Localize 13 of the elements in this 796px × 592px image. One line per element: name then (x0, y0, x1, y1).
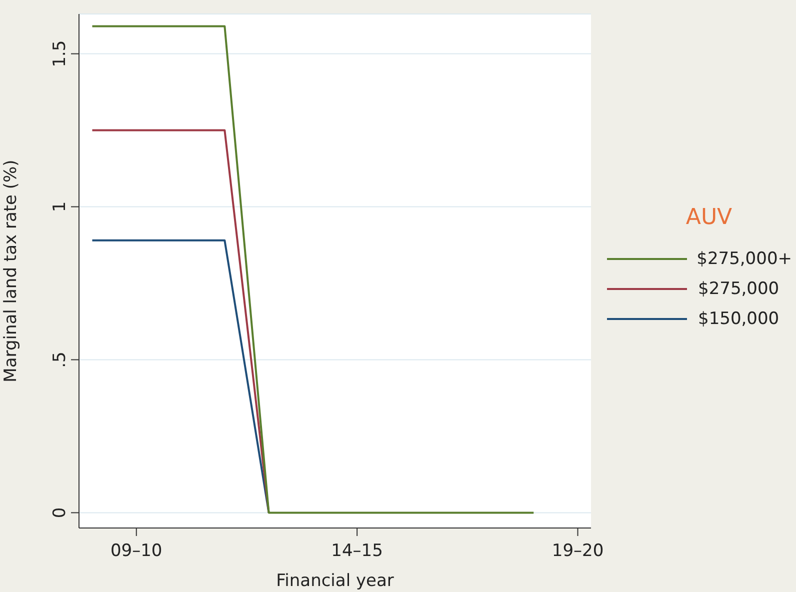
x-tick-label: 14–15 (331, 541, 383, 561)
legend-label: $150,000 (698, 309, 780, 329)
x-tick-label: 19–20 (552, 541, 604, 561)
y-tick-label: .5 (50, 352, 70, 368)
y-tick-label: 1 (50, 201, 70, 212)
legend-title: AUV (684, 205, 734, 230)
legend-label: $275,000+ (696, 249, 792, 269)
y-tick-label: 0 (50, 507, 70, 518)
y-axis-title: Marginal land tax rate (%) (1, 160, 22, 382)
y-tick-label: 1.5 (50, 40, 70, 68)
x-axis-title: Financial year (276, 571, 394, 591)
x-tick-label: 09–10 (110, 541, 162, 561)
legend-label: $275,000 (698, 279, 780, 299)
